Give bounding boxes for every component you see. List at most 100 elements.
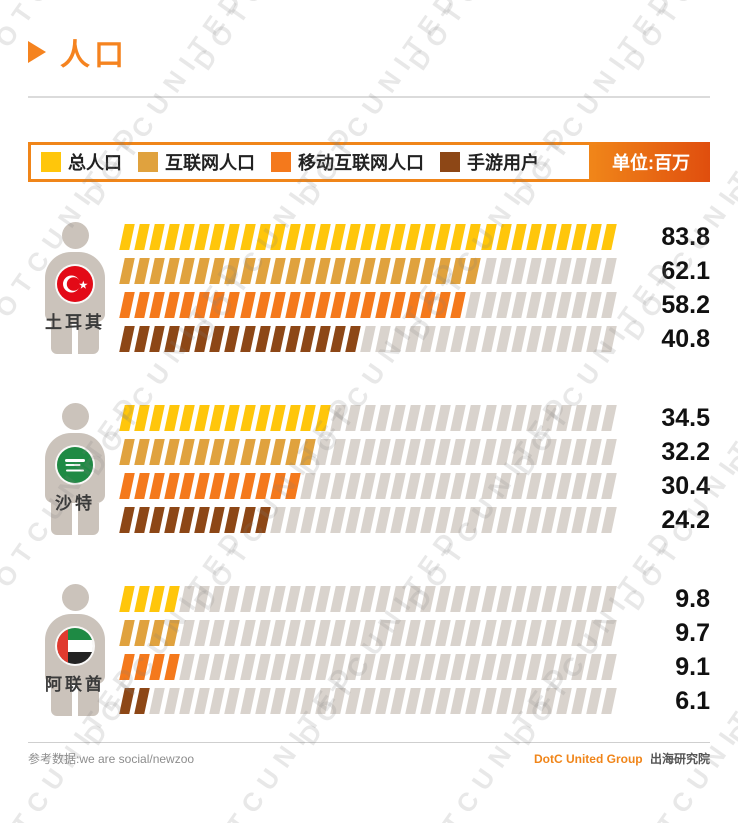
bar-row [119, 326, 617, 352]
bar-block [540, 224, 557, 250]
bar-block [164, 507, 181, 533]
bar-block [269, 439, 286, 465]
bar-block [420, 258, 437, 284]
bar-block [345, 292, 361, 318]
values: 9.8 9.7 9.1 6.1 [624, 586, 710, 714]
bar-block [405, 292, 422, 318]
chart: 土耳其 83.8 62.1 58.2 40.8 沙特 34.5 32.2 30.4 24.2 阿联酋… [0, 222, 738, 716]
bar-block [134, 620, 150, 646]
country-column: 阿联酋 [28, 584, 122, 716]
bar-block [119, 258, 135, 284]
legend-box: 总人口 互联网人口 移动互联网人口 手游用户 [28, 142, 592, 182]
bar-block [601, 405, 617, 431]
bar-block [254, 439, 271, 465]
bar-block [254, 507, 271, 533]
person-head [62, 403, 89, 430]
legend-item-mobile-internet: 移动互联网人口 [271, 149, 424, 175]
bar-block [435, 405, 452, 431]
bar-block [284, 507, 301, 533]
bar-block [375, 292, 391, 318]
bar-block [194, 473, 211, 499]
bar-block [390, 688, 406, 714]
bar-block [164, 258, 181, 284]
bar-block [284, 405, 301, 431]
bar-block [601, 586, 617, 612]
bar-block [601, 654, 617, 680]
bar-block [420, 326, 437, 352]
bar-block [556, 292, 572, 318]
bar-block [284, 224, 301, 250]
bar-block [179, 292, 196, 318]
bar-block [571, 688, 587, 714]
bar-block [315, 507, 331, 533]
bar-block [315, 620, 331, 646]
country-group: 阿联酋 9.8 9.7 9.1 6.1 [28, 584, 710, 716]
bar-block [209, 258, 226, 284]
bar-block [194, 586, 211, 612]
bar-block [586, 405, 602, 431]
bar-block [525, 654, 542, 680]
bar-block [330, 292, 346, 318]
bar-block [420, 620, 437, 646]
bar-block [134, 507, 150, 533]
bar-block [194, 688, 211, 714]
bar-block [209, 439, 226, 465]
bar-block [375, 507, 391, 533]
person-legs [51, 503, 99, 535]
bar-block [284, 258, 301, 284]
bar-block [179, 473, 196, 499]
bar-block [480, 473, 497, 499]
bar-block [375, 405, 391, 431]
bar-block [224, 326, 241, 352]
bar-block [556, 586, 572, 612]
person-icon: 阿联酋 [43, 584, 107, 716]
bar-block [390, 439, 406, 465]
bar-block [315, 654, 331, 680]
bar-block [254, 473, 271, 499]
bar-block [480, 224, 497, 250]
bar-block [330, 473, 346, 499]
legend-row: 总人口 互联网人口 移动互联网人口 手游用户 单位:百万 [28, 142, 710, 182]
bars [119, 586, 617, 714]
bar-block [435, 292, 452, 318]
bar-block [510, 654, 527, 680]
bar-block [465, 292, 482, 318]
bar-block [420, 507, 437, 533]
bar-block [571, 586, 587, 612]
bar-block [375, 439, 391, 465]
bar-block [420, 586, 437, 612]
bar-row [119, 620, 617, 646]
bar-block [571, 620, 587, 646]
bar-block [495, 473, 512, 499]
bar-value: 62.1 [661, 257, 710, 285]
bar-block [149, 439, 165, 465]
bar-block [586, 620, 602, 646]
person-head [62, 584, 89, 611]
bar-block [194, 258, 211, 284]
saudi-flag-icon [57, 447, 93, 483]
legend-swatch-mobile-gamers [440, 152, 460, 172]
bars [119, 224, 617, 352]
bar-block [239, 224, 256, 250]
bar-block [390, 326, 406, 352]
bar-block [119, 224, 135, 250]
bar-block [254, 688, 271, 714]
person-head [62, 222, 89, 249]
bar-block [510, 292, 527, 318]
bar-block [450, 620, 467, 646]
bar-block [405, 224, 422, 250]
bar-block [540, 292, 557, 318]
bar-block [134, 258, 150, 284]
bar-block [299, 688, 316, 714]
bar-block [450, 507, 467, 533]
bar-block [420, 439, 437, 465]
bar-block [510, 258, 527, 284]
bar-block [299, 654, 316, 680]
bar-block [194, 439, 211, 465]
bar-block [435, 688, 452, 714]
bar-block [284, 688, 301, 714]
bar-block [435, 507, 452, 533]
bar-block [194, 292, 211, 318]
bar-block [375, 654, 391, 680]
bar-block [209, 292, 226, 318]
